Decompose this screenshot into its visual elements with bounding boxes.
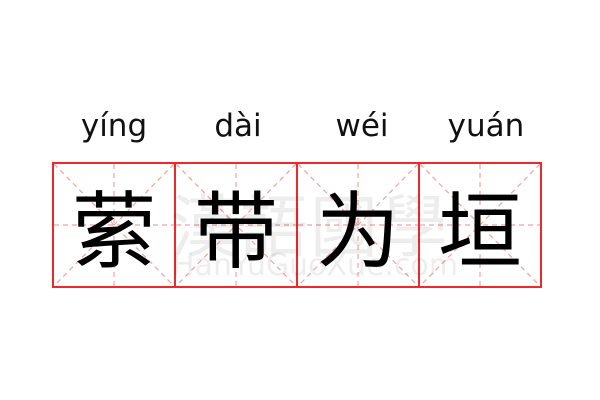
pinyin: dài bbox=[214, 108, 262, 144]
diagonal-guide bbox=[176, 164, 296, 286]
diagonal-guide bbox=[298, 164, 418, 286]
pinyin-row: yíng dài wéi yuán bbox=[52, 104, 548, 148]
character-cell: 带 bbox=[174, 162, 298, 288]
hanzi: 为 bbox=[315, 182, 400, 281]
pinyin: yuán bbox=[447, 108, 525, 144]
hanzi: 萦 bbox=[71, 182, 156, 281]
character-cell: 为 bbox=[296, 162, 420, 288]
character-cell: 垣 bbox=[418, 162, 542, 288]
character-grid: 萦 带 为 垣 bbox=[52, 162, 548, 288]
hanzi: 垣 bbox=[437, 182, 522, 281]
character-cell: 萦 bbox=[52, 162, 176, 288]
pinyin: yíng bbox=[80, 108, 148, 144]
hanzi: 带 bbox=[193, 182, 278, 281]
diagonal-guide bbox=[54, 164, 174, 286]
pinyin: wéi bbox=[335, 108, 389, 144]
diagonal-guide bbox=[420, 164, 540, 286]
